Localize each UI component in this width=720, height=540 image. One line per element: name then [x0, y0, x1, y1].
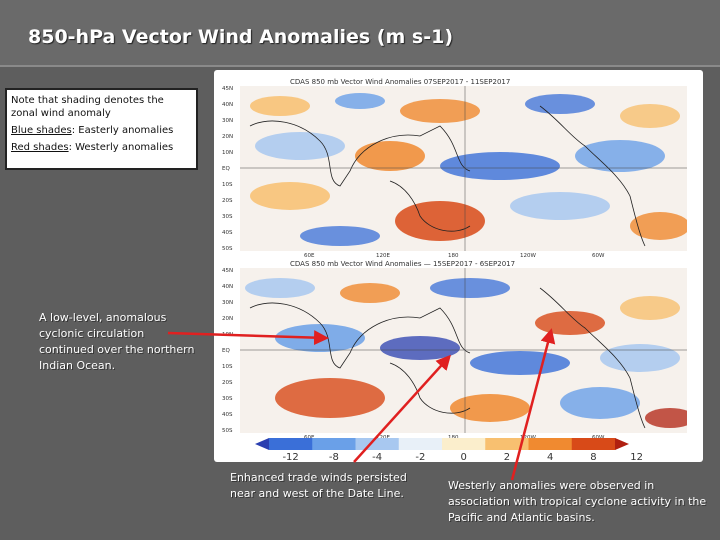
lon-label: 60E — [304, 253, 315, 259]
red-shades-note: Red shades: Westerly anomalies — [11, 141, 192, 154]
colorbar-end-left — [255, 438, 269, 450]
lat-label: 45N — [222, 86, 234, 92]
top-map-header: CDAS 850 mb Vector Wind Anomalies 07SEP2… — [290, 78, 511, 86]
lat-label: 20S — [222, 198, 233, 204]
callout-westerly: Westerly anomalies were observed in asso… — [448, 479, 707, 524]
callout-indian-ocean: A low-level, anomalous cyclonic circulat… — [39, 311, 195, 372]
lat-label: EQ — [222, 348, 230, 354]
lat-label: 50S — [222, 428, 233, 434]
colorbar-tick-label: -12 — [282, 452, 299, 463]
wind-anomaly-maps: CDAS 850 mb Vector Wind Anomalies 07SEP2… — [214, 70, 703, 462]
colorbar-tick-label: -2 — [415, 452, 426, 463]
blue-shades-label: Blue shades — [11, 125, 72, 136]
colorbar-tick-label: 12 — [630, 452, 643, 463]
lat-label: 30S — [222, 396, 233, 402]
colorbar-end-right — [615, 438, 629, 450]
top-wind-map — [240, 86, 687, 251]
lat-label: 40S — [222, 230, 233, 236]
lat-label: 40N — [222, 102, 234, 108]
shading-note-text: Note that shading denotes the zonal wind… — [11, 95, 164, 119]
bottom-wind-map — [240, 268, 687, 433]
title-bar — [0, 0, 720, 66]
lat-label: 20N — [222, 134, 234, 140]
colorbar-tick-label: 0 — [460, 452, 467, 463]
lat-label: 45N — [222, 268, 234, 274]
blue-shades-text: : Easterly anomalies — [71, 125, 174, 136]
lon-label: 60W — [592, 253, 605, 259]
lat-label: 40N — [222, 284, 234, 290]
callout-trade-winds: Enhanced trade winds persisted near and … — [230, 471, 407, 500]
red-shades-text: : Westerly anomalies — [68, 142, 174, 153]
colorbar-segment — [528, 438, 573, 450]
colorbar — [255, 438, 629, 450]
lat-label: EQ — [222, 166, 230, 172]
bottom-map-header: CDAS 850 mb Vector Wind Anomalies — 15SE… — [290, 260, 516, 268]
lat-label: 10S — [222, 182, 233, 188]
lat-label: 30S — [222, 214, 233, 220]
lon-label: 180 — [448, 253, 459, 259]
lat-label: 40S — [222, 412, 233, 418]
shading-note: Note that shading denotes the zonal wind… — [5, 88, 198, 170]
colorbar-segment — [312, 438, 356, 450]
lat-label: 20S — [222, 380, 233, 386]
lat-label: 50S — [222, 246, 233, 252]
slide-title: 850-hPa Vector Wind Anomalies (m s-1) — [28, 26, 454, 48]
colorbar-segment — [398, 438, 443, 450]
colorbar-segment — [485, 438, 529, 450]
red-shades-label: Red shades — [11, 142, 69, 153]
lat-label: 10S — [222, 364, 233, 370]
blue-shades-note: Blue shades: Easterly anomalies — [11, 124, 192, 137]
colorbar-tick-label: 4 — [546, 452, 554, 463]
bottom-map-graphic — [240, 268, 687, 433]
colorbar-tick-label: -4 — [372, 452, 383, 463]
colorbar-tick-label: 2 — [503, 452, 511, 463]
colorbar-tick-label: 8 — [590, 452, 597, 463]
lon-label: 120E — [376, 253, 390, 259]
colorbar-segment — [355, 438, 400, 450]
lat-label: 30N — [222, 300, 234, 306]
top-map-graphic — [240, 86, 687, 251]
lat-label: 30N — [222, 118, 234, 124]
lat-label: 10N — [222, 150, 234, 156]
lon-label: 120W — [520, 253, 536, 259]
title-divider — [0, 65, 720, 67]
lat-label: 10N — [222, 332, 234, 338]
colorbar-segment — [269, 438, 313, 450]
colorbar-segment — [571, 438, 616, 450]
lat-label: 20N — [222, 316, 234, 322]
colorbar-segment — [442, 438, 486, 450]
colorbar-tick-label: -8 — [328, 452, 339, 463]
